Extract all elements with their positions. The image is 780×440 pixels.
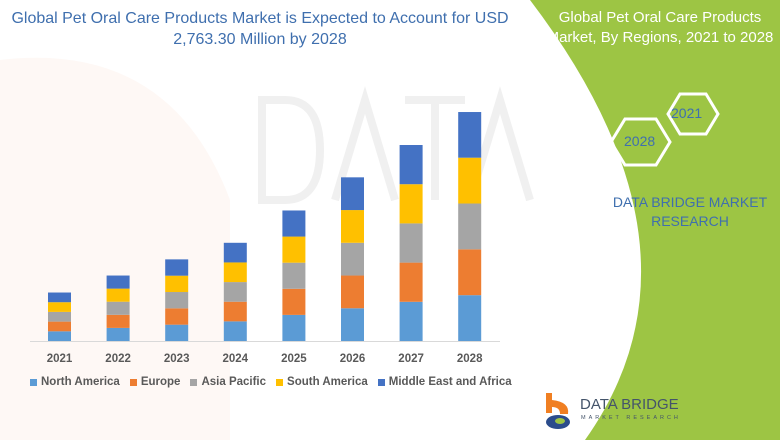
bar-segment-middle-east-and-africa-2023 — [165, 259, 189, 276]
green-panel — [530, 0, 780, 440]
bar-segment-north-america-2028 — [458, 295, 482, 341]
bar-segment-europe-2025 — [282, 288, 306, 315]
x-tick-label: 2024 — [223, 353, 249, 365]
page-title: Global Pet Oral Care Products Market is … — [11, 10, 509, 48]
x-tick-label: 2025 — [281, 353, 307, 365]
bar-segment-asia-pacific-2028 — [458, 203, 482, 250]
bar-segment-south-america-2025 — [282, 236, 306, 263]
bar-segment-north-america-2025 — [282, 314, 306, 341]
legend-label: Middle East and Africa — [388, 376, 512, 388]
bar-segment-middle-east-and-africa-2022 — [106, 275, 130, 289]
x-tick-label: 2021 — [47, 353, 73, 365]
logo-subtitle: MARKET RESEARCH — [581, 415, 681, 421]
bar-segment-asia-pacific-2021 — [48, 311, 71, 322]
bar-segment-europe-2023 — [165, 308, 189, 325]
bar-segment-europe-2027 — [399, 262, 423, 302]
watermark-graphic — [258, 86, 534, 204]
panel-title: Global Pet Oral Care Products Market, By… — [546, 9, 774, 46]
bar-segment-middle-east-and-africa-2027 — [399, 145, 423, 185]
bar-segment-asia-pacific-2027 — [399, 223, 423, 263]
bar-segment-asia-pacific-2025 — [282, 262, 306, 289]
bar-segment-europe-2028 — [458, 249, 482, 296]
legend-label: North America — [41, 376, 120, 388]
legend-label: Europe — [140, 376, 181, 388]
bar-segment-south-america-2026 — [341, 210, 364, 243]
bar-segment-south-america-2024 — [223, 262, 247, 283]
bar-segment-middle-east-and-africa-2024 — [223, 242, 247, 263]
legend-item: Middle East and Africa — [377, 376, 512, 388]
bar-segment-north-america-2021 — [48, 331, 71, 341]
bar-segment-south-america-2022 — [106, 288, 130, 302]
bar-segment-europe-2024 — [223, 301, 247, 322]
x-tick-label: 2026 — [340, 353, 366, 365]
bar-segment-asia-pacific-2023 — [165, 292, 189, 309]
legend-swatch — [377, 378, 385, 386]
legend-label: South America — [287, 376, 368, 388]
bar-segment-north-america-2024 — [223, 321, 247, 341]
bar-segment-south-america-2023 — [165, 275, 189, 293]
bar-segment-europe-2021 — [48, 321, 71, 332]
bar-segment-asia-pacific-2022 — [106, 301, 130, 315]
hex-label-2021: 2021 — [671, 105, 703, 121]
bar-segment-north-america-2027 — [399, 301, 423, 341]
bar-segment-north-america-2026 — [341, 308, 364, 341]
x-tick-label: 2022 — [105, 353, 131, 365]
chart-legend: North America Europe Asia Pacific South … — [30, 376, 512, 388]
bar-segment-asia-pacific-2024 — [223, 282, 247, 302]
bar-segment-middle-east-and-africa-2025 — [282, 210, 306, 237]
legend-item: Asia Pacific — [190, 376, 266, 388]
legend-item: South America — [276, 376, 368, 388]
bar-segment-europe-2022 — [106, 314, 130, 328]
logo-name: DATA BRIDGE — [580, 396, 679, 413]
bar-segment-south-america-2021 — [48, 302, 71, 312]
brand-text: DATA BRIDGE MARKET RESEARCH — [612, 194, 768, 229]
hexagon-2028 — [609, 117, 672, 167]
bars: 2021 2022 2023 2024 2025 2026 2027 2028 — [47, 112, 483, 365]
legend-label: Asia Pacific — [201, 376, 267, 388]
watermark-logo-shape — [0, 57, 230, 440]
bar-segment-north-america-2022 — [106, 327, 130, 341]
bar-segment-south-america-2028 — [458, 157, 482, 204]
legend-item: Europe — [129, 376, 181, 388]
legend-swatch — [30, 378, 37, 386]
bar-segment-europe-2026 — [341, 275, 364, 309]
x-tick-label: 2023 — [164, 353, 190, 365]
legend-swatch — [129, 378, 137, 386]
bar-segment-asia-pacific-2026 — [341, 242, 364, 276]
legend-item: North America — [30, 376, 120, 388]
legend-swatch — [190, 378, 198, 386]
bar-segment-middle-east-and-africa-2026 — [341, 177, 364, 211]
bar-segment-south-america-2027 — [399, 184, 423, 224]
legend-swatch — [276, 378, 284, 386]
bar-segment-north-america-2023 — [165, 324, 189, 341]
hexagon-2021 — [666, 92, 720, 136]
x-tick-label: 2028 — [457, 353, 483, 365]
bar-segment-middle-east-and-africa-2028 — [458, 112, 482, 158]
bar-segment-middle-east-and-africa-2021 — [48, 292, 71, 303]
logo-icon — [546, 393, 570, 429]
hex-label-2028: 2028 — [624, 133, 656, 149]
x-tick-label: 2027 — [398, 353, 424, 365]
